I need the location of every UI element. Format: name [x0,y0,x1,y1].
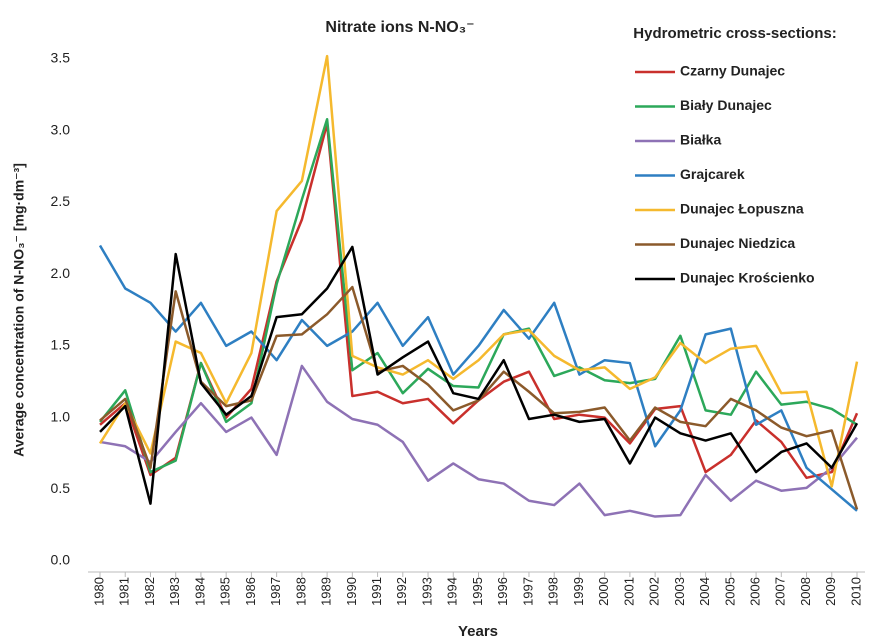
x-tick-label: 2003 [672,577,687,606]
y-tick-label: 2.0 [51,265,71,281]
x-tick-label: 1995 [470,577,485,606]
x-tick-label: 1998 [546,577,561,606]
x-tick-label: 1990 [344,577,359,606]
x-tick-label: 1989 [319,577,334,606]
x-axis-label: Years [458,623,498,640]
x-tick-label: 1987 [268,577,283,606]
y-tick-label: 0.0 [51,552,71,568]
y-tick-label: 3.5 [51,50,71,66]
series-line [98,54,859,488]
x-tick-label: 2005 [722,577,737,606]
y-tick-label: 0.5 [51,480,71,496]
legend-label: Czarny Dunajec [680,63,785,79]
series-line [99,364,858,518]
chart-title: Nitrate ions N-NO₃⁻ [325,19,474,36]
x-tick-label: 2000 [596,577,611,606]
legend-label: Białka [680,132,721,148]
x-tick-label: 1988 [293,577,308,606]
y-tick-label: 3.0 [51,121,71,137]
legend-label: Dunajec Niedzica [680,235,795,251]
x-tick-label: 1993 [419,577,434,606]
x-tick-label: 1982 [142,577,157,606]
x-tick-label: 2010 [848,577,863,606]
x-tick-label: 2009 [823,577,838,606]
x-tick-label: 1996 [495,577,510,606]
series-line [99,117,858,474]
x-tick-label: 2004 [697,577,712,606]
x-tick-label: 1986 [243,577,258,606]
y-axis-label: Average concentration of N-NO₃⁻ [mg·dm⁻³… [11,163,27,457]
x-tick-label: 2007 [773,577,788,606]
x-tick-label: 1992 [394,577,409,606]
legend-label: Dunajec Krościenko [680,270,815,286]
x-tick-label: 1981 [117,577,132,606]
x-tick-label: 1984 [192,577,207,606]
legend-title: Hydrometric cross-sections: [633,25,836,42]
legend-label: Dunajec Łopuszna [680,201,804,217]
series-line [99,245,859,505]
legend-label: Grajcarek [680,166,745,182]
y-tick-label: 2.5 [51,193,71,209]
series-line [98,244,858,512]
x-tick-label: 2001 [621,577,636,606]
y-tick-label: 1.0 [51,408,71,424]
x-tick-label: 1999 [571,577,586,606]
x-tick-label: 2008 [798,577,813,606]
y-tick-label: 1.5 [51,337,71,353]
x-tick-label: 1994 [445,577,460,606]
x-tick-label: 1991 [369,577,384,606]
x-tick-label: 1980 [91,577,106,606]
x-tick-label: 1983 [167,577,182,606]
series-line [99,285,859,510]
x-tick-label: 1985 [218,577,233,606]
legend-label: Biały Dunajec [680,97,772,113]
x-tick-label: 2002 [647,577,662,606]
x-tick-label: 1997 [520,577,535,606]
x-tick-label: 2006 [748,577,763,606]
